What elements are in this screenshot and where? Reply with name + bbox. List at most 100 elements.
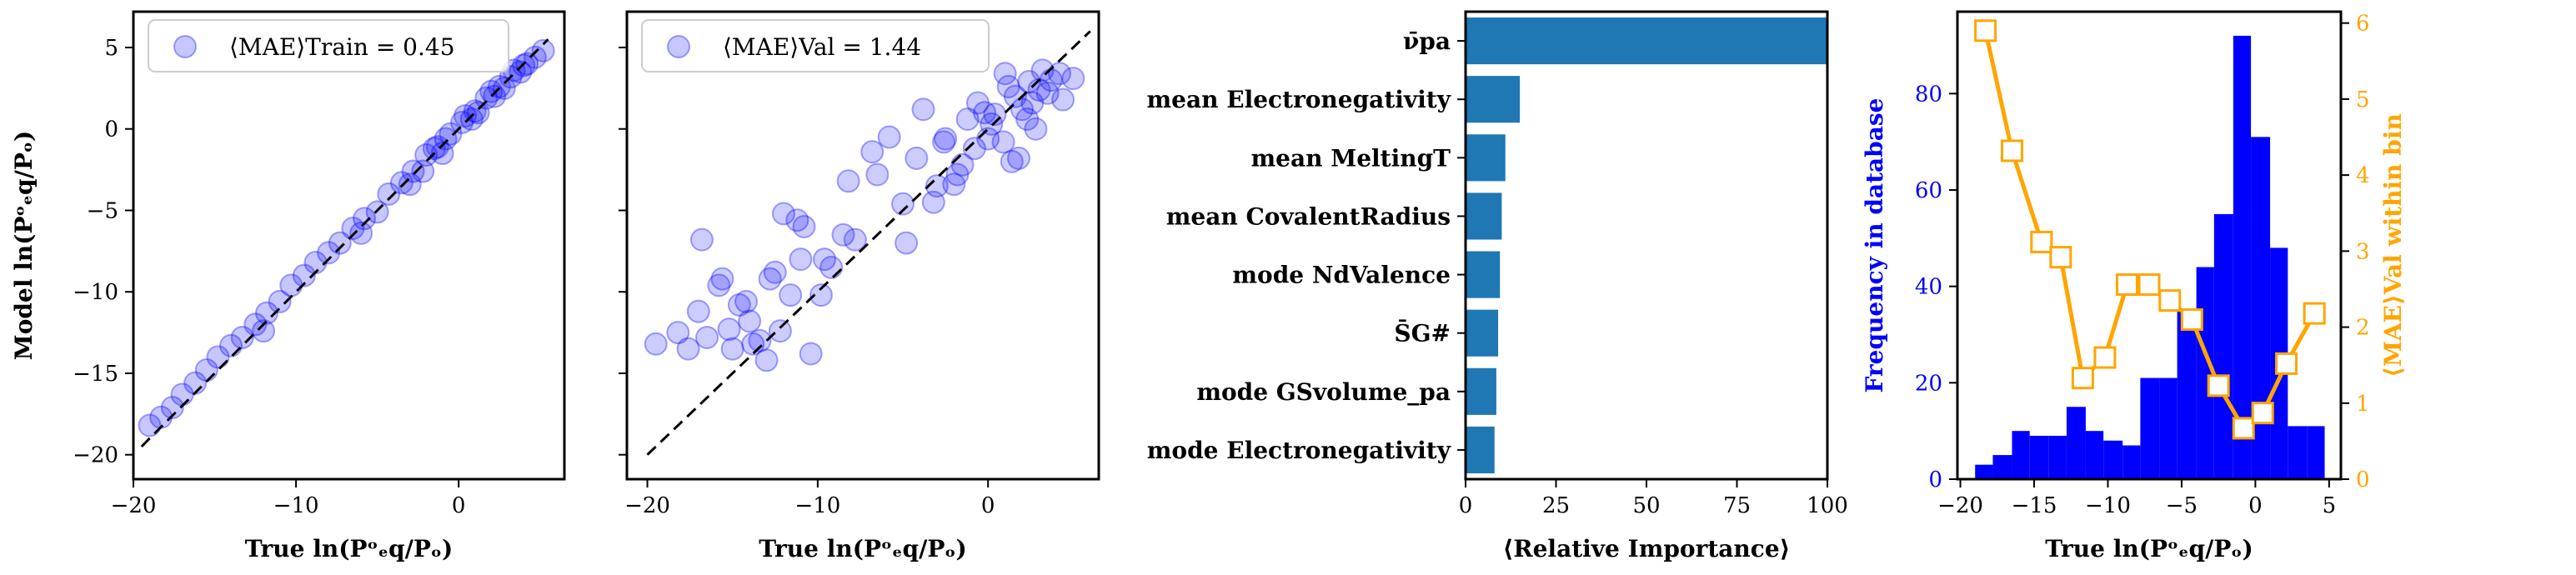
data-point — [748, 328, 772, 352]
x-tick-label: −20 — [624, 493, 670, 518]
data-point — [515, 52, 539, 76]
y-tick-label: −15 — [73, 362, 118, 387]
data-point — [758, 267, 782, 291]
data-point — [779, 283, 803, 308]
data-point — [1048, 62, 1072, 86]
y2-tick-label: 6 — [2356, 12, 2370, 37]
y-axis-label: Frequency in database — [1861, 98, 1888, 393]
axes-frame — [1956, 10, 2343, 481]
y-tick-label: 5 — [104, 36, 118, 61]
data-point — [785, 208, 809, 232]
category-label: mode GSvolume_pa — [1196, 378, 1451, 406]
mae-marker — [2207, 374, 2230, 398]
data-point — [799, 342, 823, 366]
x-tick-label: −15 — [2012, 493, 2057, 518]
y-tick-label: −5 — [87, 198, 118, 223]
y2-tick-label: 1 — [2356, 392, 2370, 417]
legend: ⟨MAE⟩Train = 0.45 — [148, 19, 509, 72]
x-tick-label: 50 — [1632, 493, 1660, 518]
legend-text: ⟨MAE⟩Val = 1.44 — [723, 33, 921, 61]
bar — [1466, 309, 1499, 357]
histogram-bar — [1975, 464, 1993, 479]
mae-marker — [2232, 417, 2255, 440]
data-point — [771, 202, 795, 226]
mae-marker — [2030, 230, 2053, 253]
data-point — [523, 45, 547, 69]
data-point — [991, 130, 1015, 154]
data-point — [1024, 117, 1048, 141]
data-point — [341, 216, 365, 240]
legend-box — [641, 19, 990, 72]
data-point — [252, 319, 276, 343]
y-tick-label: 60 — [1915, 178, 1942, 203]
data-point — [254, 301, 278, 325]
data-point — [474, 86, 499, 110]
data-point — [377, 182, 401, 206]
y-tick-label: −20 — [73, 443, 118, 468]
data-point — [710, 267, 734, 291]
category-label: mode NdValence — [1232, 262, 1451, 289]
mae-marker — [2251, 402, 2274, 425]
data-point — [479, 79, 504, 103]
data-point — [1003, 84, 1027, 108]
x-tick-label: 25 — [1542, 493, 1570, 518]
y-tick-label: 0 — [1928, 468, 1942, 492]
category-label: mean CovalentRadius — [1166, 202, 1451, 230]
x-tick-label: 0 — [981, 493, 995, 518]
data-point — [727, 292, 751, 317]
axes-frame — [132, 10, 566, 481]
data-point — [206, 345, 230, 369]
data-point — [531, 38, 555, 62]
x-tick-label: 0 — [452, 493, 466, 518]
data-point — [945, 162, 970, 187]
data-point — [877, 125, 901, 149]
data-point — [353, 207, 377, 231]
data-point — [138, 413, 162, 438]
data-point — [792, 215, 816, 239]
data-point — [509, 60, 533, 84]
mae-marker — [2000, 139, 2023, 162]
data-point — [1000, 149, 1024, 173]
data-point — [1051, 88, 1075, 112]
data-point — [411, 159, 435, 183]
x-tick-label: −10 — [794, 493, 840, 518]
panel-train-scatter: −20 −10 0 −20 −15 −10 −5 0 5 True ln(Pᵒₑq/Pₒ) Mode… — [10, 10, 566, 562]
data-point — [934, 127, 958, 151]
mae-marker — [2137, 272, 2161, 296]
data-point — [1061, 67, 1085, 91]
mae-marker — [2093, 346, 2117, 369]
data-point — [1017, 70, 1041, 94]
y-tick-label: 0 — [104, 118, 118, 142]
data-point — [754, 348, 779, 372]
data-point — [905, 146, 929, 170]
data-point — [666, 321, 690, 345]
legend-marker — [173, 35, 197, 58]
data-point — [466, 101, 490, 125]
x-tick-label: −5 — [2166, 493, 2198, 518]
data-point — [686, 299, 710, 323]
data-point — [768, 319, 792, 343]
x-tick-label: 5 — [2323, 493, 2337, 518]
histogram-bar — [2177, 310, 2197, 479]
data-point — [707, 273, 731, 298]
data-point — [932, 130, 956, 154]
data-point — [430, 142, 454, 166]
data-point — [1020, 91, 1045, 115]
y2-tick-label: 4 — [2356, 163, 2370, 188]
data-point — [328, 231, 352, 255]
legend-text: ⟨MAE⟩Train = 0.45 — [229, 33, 455, 61]
category-label: mean MeltingT — [1251, 144, 1451, 172]
histogram-bar — [2140, 378, 2160, 479]
data-point — [389, 171, 413, 195]
histogram-bar — [2103, 440, 2123, 479]
data-point — [689, 228, 714, 252]
category-label: mean Electronegativity — [1147, 86, 1451, 113]
y2-tick-label: 0 — [2356, 468, 2370, 492]
y-tick-label: 80 — [1915, 82, 1942, 107]
data-point — [895, 231, 919, 255]
data-point — [741, 332, 765, 356]
category-label: mode Electronegativity — [1147, 437, 1451, 464]
data-point — [717, 318, 741, 342]
data-point — [453, 104, 477, 128]
identity-line — [646, 30, 1091, 456]
